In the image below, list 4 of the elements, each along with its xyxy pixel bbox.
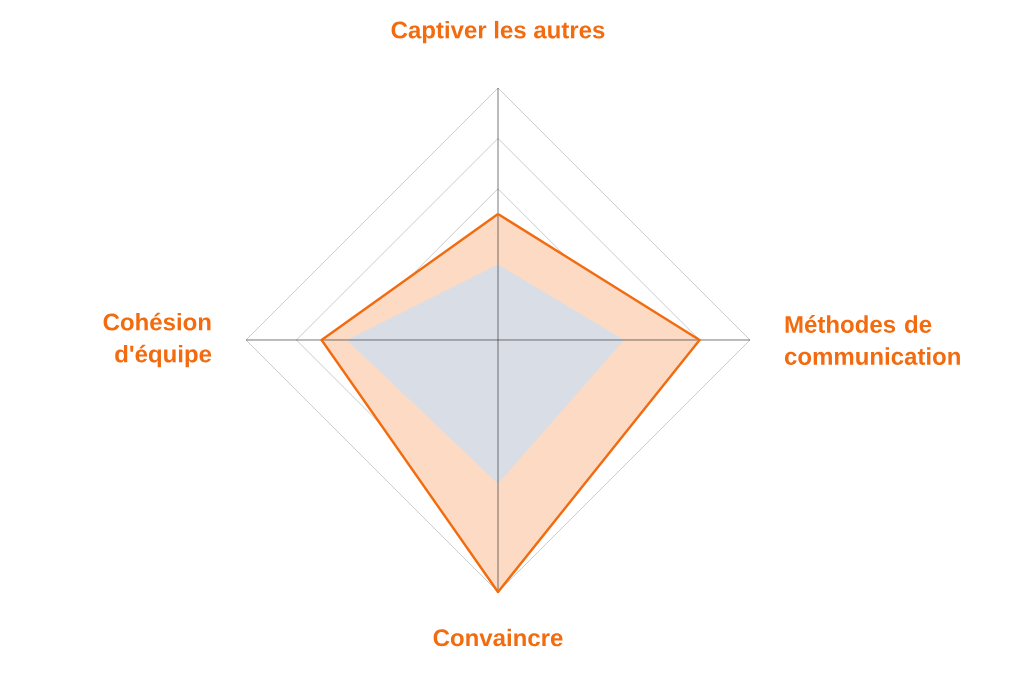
spoke-label: Méthodes de communication [784,315,960,365]
spoke-label: Convaincre [433,628,563,647]
spoke-label: Captiver les autres [391,20,605,44]
spoke-label: Cohésion d'équipe [103,312,212,368]
